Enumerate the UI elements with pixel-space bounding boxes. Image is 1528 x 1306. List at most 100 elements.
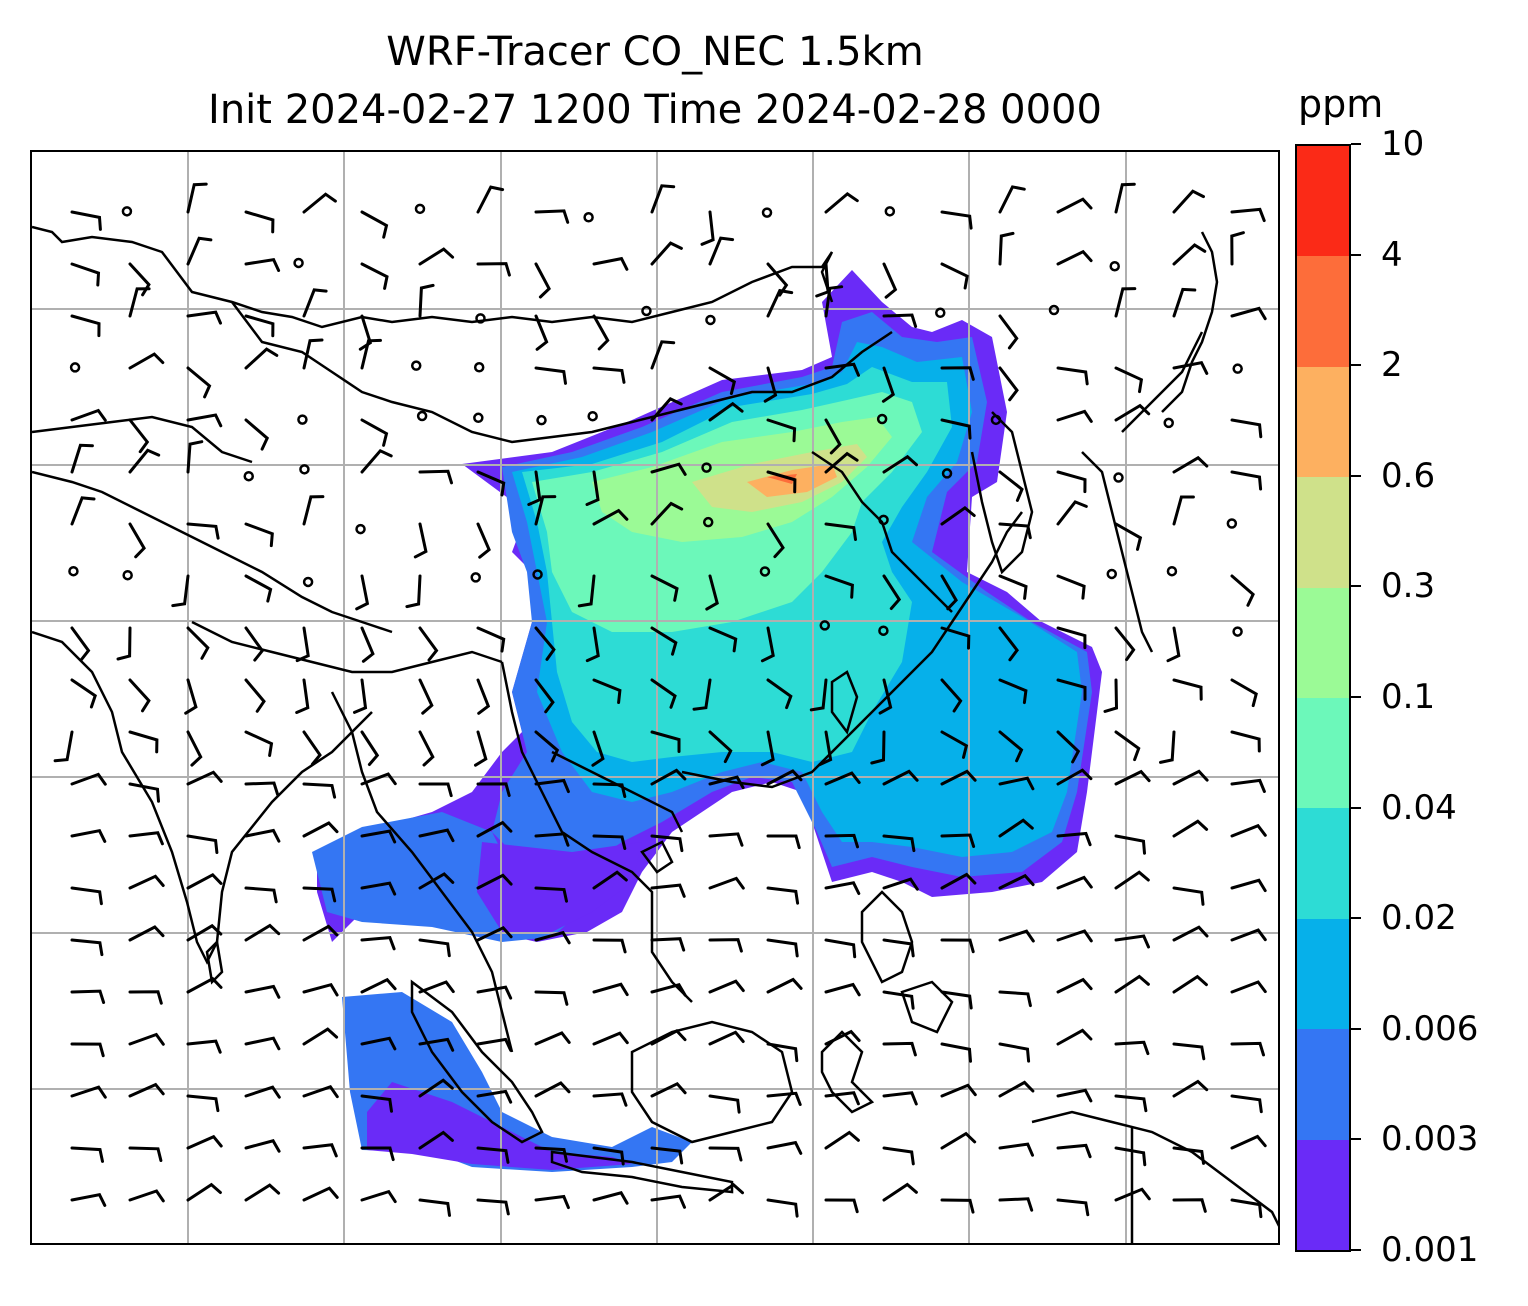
wind-barb xyxy=(128,522,146,559)
wind-barb xyxy=(824,982,861,997)
wind-barb xyxy=(940,730,969,759)
wind-barb xyxy=(998,990,1032,1008)
wind-barb xyxy=(70,989,106,1004)
wind-barb xyxy=(766,769,803,786)
wind-barb xyxy=(302,782,337,799)
wind-barb xyxy=(1103,678,1119,713)
wind-barb xyxy=(476,470,506,497)
colorbar-tick-label: 4 xyxy=(1381,234,1403,275)
map-panel[interactable] xyxy=(30,150,1280,1245)
wind-barb xyxy=(244,678,266,713)
wind-barb xyxy=(766,470,797,494)
calm-wind-marker xyxy=(878,514,889,526)
wind-barb xyxy=(592,508,629,526)
wind-barb xyxy=(708,366,737,395)
wind-barb xyxy=(1172,886,1205,906)
wind-barb xyxy=(1056,977,1093,994)
wind-barb xyxy=(824,362,860,377)
wind-barb xyxy=(186,440,204,474)
wind-barb xyxy=(940,1198,975,1214)
colorbar-segment xyxy=(1297,145,1349,257)
wind-barb xyxy=(1230,1198,1263,1219)
wind-barb xyxy=(302,1027,339,1046)
wind-barb xyxy=(476,925,513,942)
wind-barb xyxy=(128,262,151,297)
wind-barb xyxy=(70,1042,105,1058)
calm-wind-marker xyxy=(701,462,712,473)
wind-barb xyxy=(592,938,627,954)
wind-barb xyxy=(1056,678,1087,701)
wind-barb xyxy=(591,730,605,767)
wind-barb xyxy=(998,929,1035,943)
wind-barb xyxy=(476,1089,513,1104)
wind-barb xyxy=(476,1037,513,1052)
wind-barb xyxy=(940,366,975,381)
calm-wind-marker xyxy=(68,565,79,577)
wind-barb xyxy=(766,288,794,318)
wind-barb xyxy=(940,626,971,650)
wind-barb xyxy=(809,678,828,712)
wind-barb xyxy=(650,626,678,656)
wind-barb xyxy=(940,990,973,1010)
wind-barb xyxy=(1056,730,1081,764)
wind-barb xyxy=(360,881,397,896)
wind-barb xyxy=(1230,778,1266,793)
wind-barb xyxy=(1230,574,1255,607)
calm-wind-marker xyxy=(641,305,652,317)
wind-barb xyxy=(476,262,511,277)
wind-barb xyxy=(998,678,1028,705)
wind-barb xyxy=(1230,207,1266,223)
calm-wind-marker xyxy=(475,313,486,324)
colorbar-segment xyxy=(1297,1028,1349,1140)
wind-barb xyxy=(940,1131,977,1150)
wind-barb xyxy=(418,730,435,767)
wind-barb xyxy=(882,1146,915,1166)
wind-barb xyxy=(998,231,1015,266)
wind-barb xyxy=(302,924,339,942)
wind-barb xyxy=(418,828,455,843)
wind-barb xyxy=(940,1083,977,1098)
wind-barb xyxy=(186,976,223,994)
wind-barb xyxy=(128,1082,165,1098)
colorbar-tick xyxy=(1351,696,1361,698)
wind-barb xyxy=(128,287,151,318)
calm-wind-marker xyxy=(876,413,888,425)
wind-barb xyxy=(824,1029,861,1046)
wind-barb xyxy=(418,782,453,798)
wind-barb xyxy=(534,678,555,714)
wind-barb xyxy=(418,1130,454,1150)
wind-barb xyxy=(1172,1042,1206,1061)
wind-barb xyxy=(360,448,393,474)
colorbar-segment xyxy=(1297,476,1349,588)
wind-barb xyxy=(360,829,397,844)
wind-barb xyxy=(1172,243,1207,266)
wind-barb xyxy=(708,1094,741,1114)
wind-barb xyxy=(360,418,389,447)
wind-barb xyxy=(186,770,223,786)
wind-barb xyxy=(650,397,683,422)
wind-barb xyxy=(53,730,74,763)
wind-barb xyxy=(763,366,778,403)
colorbar-tick xyxy=(1351,1138,1361,1141)
wind-barb xyxy=(128,925,165,942)
coastline-segment xyxy=(500,661,693,1003)
wind-barb xyxy=(940,574,958,611)
calm-wind-marker xyxy=(878,625,889,636)
wind-barb xyxy=(824,938,857,959)
wind-barb xyxy=(766,522,785,559)
calm-wind-marker xyxy=(414,203,426,215)
wind-barb xyxy=(70,408,107,422)
wind-barb xyxy=(302,288,328,318)
colorbar-tick-label: 0.02 xyxy=(1381,898,1457,939)
colorbar-tick xyxy=(1351,474,1361,477)
colorbar-tick-label: 0.003 xyxy=(1381,1119,1479,1160)
wind-barb xyxy=(1056,249,1093,266)
coastlines-and-borders xyxy=(32,225,1278,1243)
wind-barb xyxy=(1114,834,1146,855)
colorbar xyxy=(1295,144,1351,1252)
colorbar-tick-label: 2 xyxy=(1381,345,1403,386)
wind-barb xyxy=(128,990,163,1005)
wind-barb xyxy=(998,730,1024,763)
wind-barb xyxy=(1230,1094,1263,1114)
wind-barb xyxy=(650,834,684,853)
